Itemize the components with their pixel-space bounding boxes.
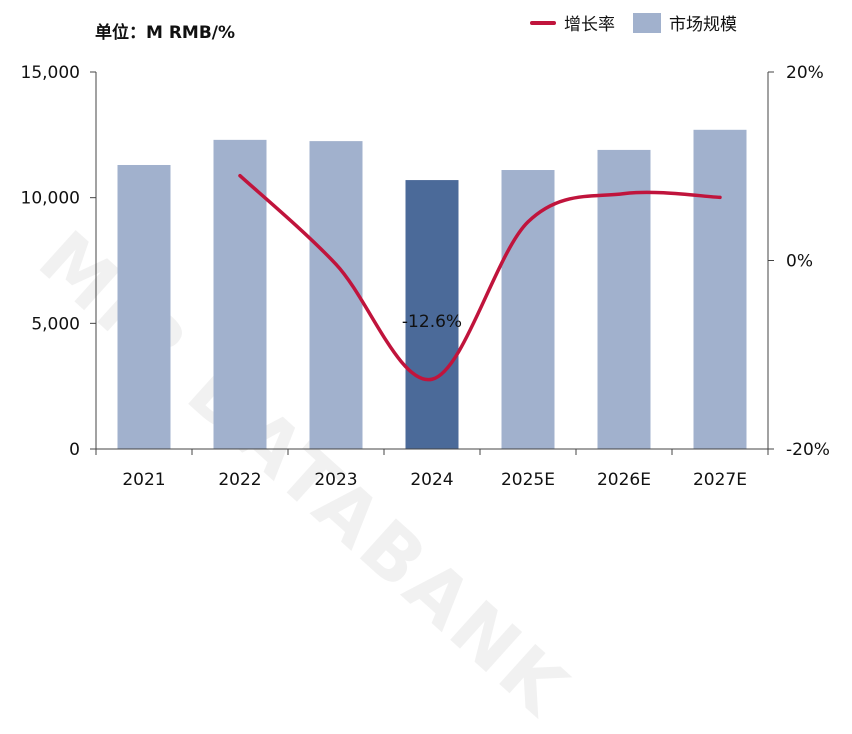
x-tick-label: 2021 xyxy=(122,470,165,490)
annotation-label: -12.6% xyxy=(402,312,462,332)
right-tick-label: 0% xyxy=(786,252,813,272)
bar-2022 xyxy=(213,139,267,450)
bar-2025e xyxy=(501,170,555,449)
growth-rate-point xyxy=(718,195,722,199)
bar-2021 xyxy=(117,164,171,449)
combo-chart: 0 5,000 10,000 15,000 -20% 0% 20% 2021 2022 2023 2… xyxy=(21,63,830,490)
legend-label-market-size: 市场规模 xyxy=(669,15,737,35)
x-tick-label: 2027E xyxy=(693,470,747,490)
growth-rate-point xyxy=(430,377,434,381)
legend-label-growth-rate: 增长率 xyxy=(564,15,615,35)
left-tick-label: 10,000 xyxy=(21,189,80,209)
bar-2027e xyxy=(693,129,747,449)
growth-rate-point xyxy=(622,192,626,196)
bar-2023 xyxy=(309,141,363,449)
legend: 增长率 市场规模 xyxy=(530,10,755,35)
legend-item-market-size: 市场规模 xyxy=(633,10,737,35)
left-tick-label: 5,000 xyxy=(31,314,80,334)
legend-bar-swatch xyxy=(633,12,661,33)
unit-label: 单位：M RMB/% xyxy=(95,23,236,43)
legend-item-growth-rate: 增长率 xyxy=(530,10,615,35)
right-tick-label: 20% xyxy=(786,63,824,83)
x-tick-label: 2022 xyxy=(218,470,261,490)
growth-rate-point xyxy=(334,262,338,266)
right-tick-label: -20% xyxy=(786,440,830,460)
x-tick-label: 2023 xyxy=(314,470,357,490)
growth-rate-point xyxy=(238,174,242,178)
x-tick-label: 2026E xyxy=(597,470,651,490)
x-tick-label: 2025E xyxy=(501,470,555,490)
legend-line-swatch xyxy=(530,20,556,25)
left-tick-label: 0 xyxy=(69,440,80,460)
bar-2026e xyxy=(597,149,651,449)
x-tick-label: 2024 xyxy=(410,470,453,490)
left-tick-label: 15,000 xyxy=(21,63,80,83)
growth-rate-point xyxy=(526,220,530,224)
bar-2024 xyxy=(405,180,459,449)
